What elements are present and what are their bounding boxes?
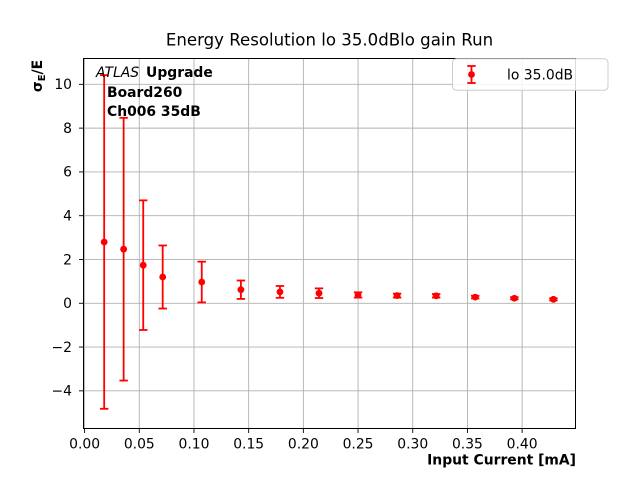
- y-tick-label: 4: [63, 208, 72, 224]
- data-point-marker: [393, 292, 401, 300]
- data-point-marker: [276, 288, 284, 296]
- y-tick-label: 10: [54, 77, 72, 93]
- annotation-line-3: Ch006 35dB: [107, 104, 201, 120]
- plot-area-frame: [83, 58, 576, 429]
- data-point-marker: [354, 291, 362, 299]
- x-axis-label: Input Current [mA]: [427, 453, 576, 469]
- y-tick-label: −4: [52, 384, 73, 400]
- y-tick-label: −2: [52, 340, 72, 356]
- data-point-marker: [237, 286, 245, 294]
- x-tick-label: 0.25: [343, 437, 374, 453]
- legend-entry-label: lo 35.0dB: [507, 68, 573, 84]
- legend-box: [452, 58, 609, 91]
- chart-title: Energy Resolution lo 35.0dBlo gain Run: [166, 31, 493, 50]
- data-point-marker: [550, 295, 557, 303]
- x-tick-label: 0.10: [179, 437, 210, 453]
- data-point-marker: [510, 294, 518, 302]
- x-tick-label: 0.30: [397, 437, 428, 453]
- annotation-line-1: ATLAS Upgrade: [95, 65, 213, 81]
- legend-marker-dot: [468, 71, 475, 78]
- y-tick-label: 6: [63, 165, 72, 181]
- tick-layer: 0.00 0.05 0.10 0.15 0.20 0.25 0.30 0.35 0.40 −4 −2…: [52, 77, 538, 452]
- y-axis-label: σE/E: [30, 60, 48, 92]
- x-tick-label: 0.15: [233, 437, 264, 453]
- data-series-layer: [99, 74, 558, 410]
- y-tick-label: 2: [63, 252, 72, 268]
- y-tick-label: 0: [63, 296, 72, 312]
- y-axis-label-rest: /E: [30, 60, 46, 75]
- grid-layer: [83, 58, 576, 429]
- data-point-marker: [198, 278, 206, 286]
- x-tick-label: 0.20: [288, 437, 319, 453]
- x-tick-label: 0.35: [452, 437, 483, 453]
- y-axis-label-sigma: σ: [30, 81, 46, 92]
- legend-marker-icon: [467, 65, 476, 84]
- x-tick-label: 0.05: [124, 437, 155, 453]
- annotation-upgrade: Upgrade: [146, 65, 213, 81]
- annotation-line-2: Board260: [107, 85, 182, 101]
- x-tick-label: 0.40: [507, 437, 538, 453]
- y-tick-label: 8: [63, 121, 72, 137]
- data-point-marker: [315, 289, 323, 297]
- data-point-marker: [100, 238, 108, 246]
- data-point-marker: [139, 261, 147, 269]
- data-point-marker: [471, 293, 479, 301]
- data-point-marker: [120, 245, 128, 253]
- legend: lo 35.0dB: [452, 58, 609, 91]
- x-tick-label: 0.00: [69, 437, 100, 453]
- y-axis-label-subscript: E: [37, 74, 48, 81]
- annotation-atlas: ATLAS: [95, 65, 139, 81]
- data-point-marker: [159, 273, 167, 281]
- data-point-marker: [432, 292, 440, 300]
